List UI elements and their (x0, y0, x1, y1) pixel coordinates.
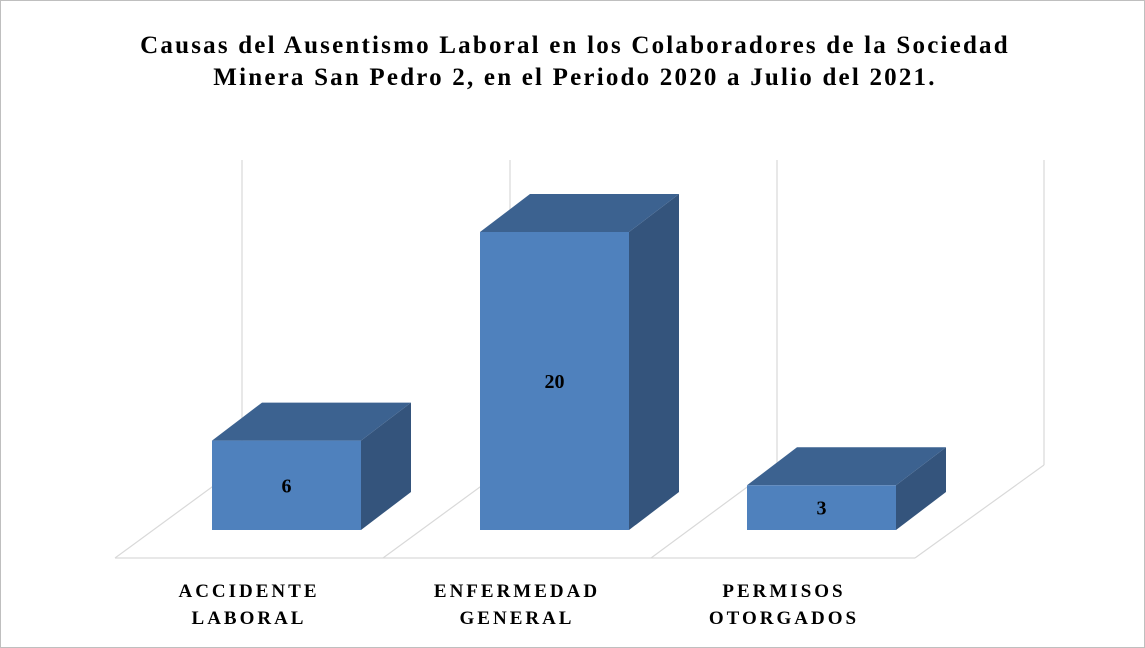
value-label: 3 (817, 498, 827, 520)
value-label: 20 (545, 371, 565, 393)
bar-top (480, 194, 679, 232)
chart-title: Causas del Ausentismo Laboral en los Col… (140, 32, 1010, 91)
bar-top (212, 402, 411, 441)
bar-side (361, 402, 411, 530)
x-tick-label: ENFERMEDAD GENERAL (434, 581, 600, 629)
bar-side (896, 447, 946, 530)
value-label: 6 (282, 475, 292, 497)
bar (480, 232, 629, 530)
bar (747, 485, 896, 530)
bar-side (629, 194, 679, 530)
bar-top (747, 447, 946, 486)
x-tick-label: PERMISOS OTORGADOS (709, 581, 859, 629)
bar (212, 440, 361, 530)
x-tick-label: ACCIDENTE LABORAL (178, 581, 319, 629)
